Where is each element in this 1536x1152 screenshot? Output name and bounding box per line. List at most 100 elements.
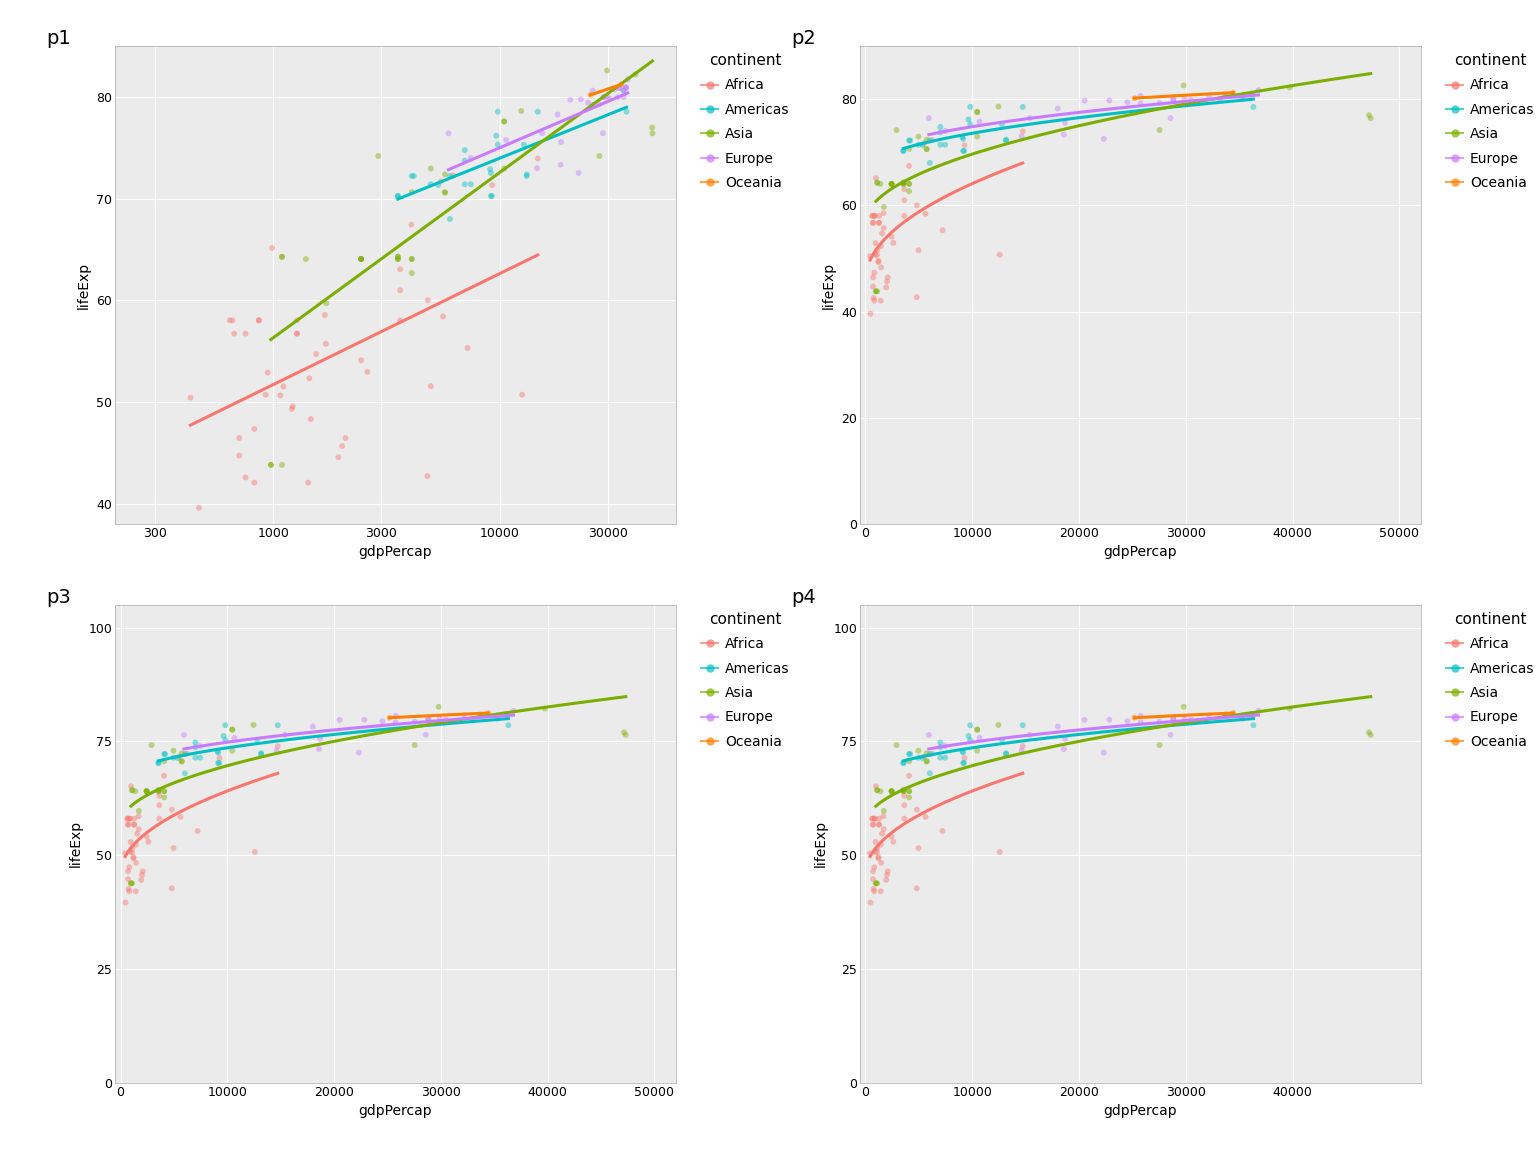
Point [1147,93,1172,112]
Point [863,778,888,796]
Point [146,782,170,801]
Point [169,808,194,826]
Point [860,213,885,232]
Point [862,289,886,308]
Point [914,744,938,763]
Point [433,183,458,202]
Point [146,781,170,799]
Point [147,787,172,805]
Point [349,250,373,268]
Point [266,717,290,735]
Point [1072,711,1097,729]
Point [399,250,424,268]
Point [951,142,975,160]
Point [1161,90,1186,108]
Point [117,810,141,828]
Point [121,816,146,834]
Point [591,88,616,106]
Point [495,705,519,723]
Point [386,187,410,205]
Point [427,710,452,728]
Point [496,717,521,735]
Point [399,264,424,282]
Point [1017,109,1041,128]
Point [485,135,510,153]
X-axis label: gdpPercap: gdpPercap [359,546,432,560]
Point [1356,106,1381,124]
Point [370,712,395,730]
Point [862,213,886,232]
Point [594,88,619,106]
Point [1207,710,1232,728]
Point [545,105,570,123]
Point [891,142,915,160]
Point [989,730,1014,749]
Point [1097,711,1121,729]
Point [866,816,891,834]
Point [253,386,278,404]
Point [112,844,137,863]
Point [152,745,177,764]
Point [495,705,519,723]
Point [270,456,295,475]
Point [1129,86,1154,105]
Point [1161,710,1186,728]
Point [874,865,899,884]
Point [865,245,889,264]
Point [152,782,177,801]
Point [117,816,141,834]
Point [932,749,957,767]
Point [863,874,888,893]
Legend: Africa, Americas, Asia, Europe, Oceania: Africa, Americas, Asia, Europe, Oceania [1447,612,1534,749]
Point [1092,130,1117,149]
Point [860,862,885,880]
Point [928,733,952,751]
X-axis label: gdpPercap: gdpPercap [1104,1105,1177,1119]
Point [123,835,147,854]
Point [548,132,573,151]
Point [347,743,372,761]
Point [871,802,895,820]
Point [453,175,478,194]
Point [415,467,439,485]
Point [172,726,197,744]
Point [917,109,942,128]
Point [885,736,909,755]
Point [860,206,885,225]
Point [876,268,900,287]
Point [958,717,983,735]
Point [453,141,478,159]
Point [906,241,931,259]
Point [247,311,272,329]
Point [951,128,975,146]
Point [897,131,922,150]
Point [462,710,487,728]
Point [905,879,929,897]
Point [115,862,140,880]
Point [1241,717,1266,735]
Point [172,764,197,782]
Point [430,308,455,326]
Point [906,136,931,154]
Point [1052,740,1077,758]
Point [243,842,267,861]
Point [917,745,942,764]
Point [1230,86,1255,105]
Point [479,187,504,205]
Point [161,742,186,760]
Point [218,311,243,329]
Point [121,849,146,867]
Point [129,871,154,889]
Point [264,741,289,759]
Point [433,165,458,183]
Point [247,311,272,329]
Point [865,174,889,192]
Point [223,729,247,748]
Point [914,752,938,771]
Point [868,237,892,256]
Point [120,843,144,862]
Point [267,386,292,404]
Point [614,78,639,97]
Point [1172,90,1197,108]
Y-axis label: lifeExp: lifeExp [69,820,83,867]
